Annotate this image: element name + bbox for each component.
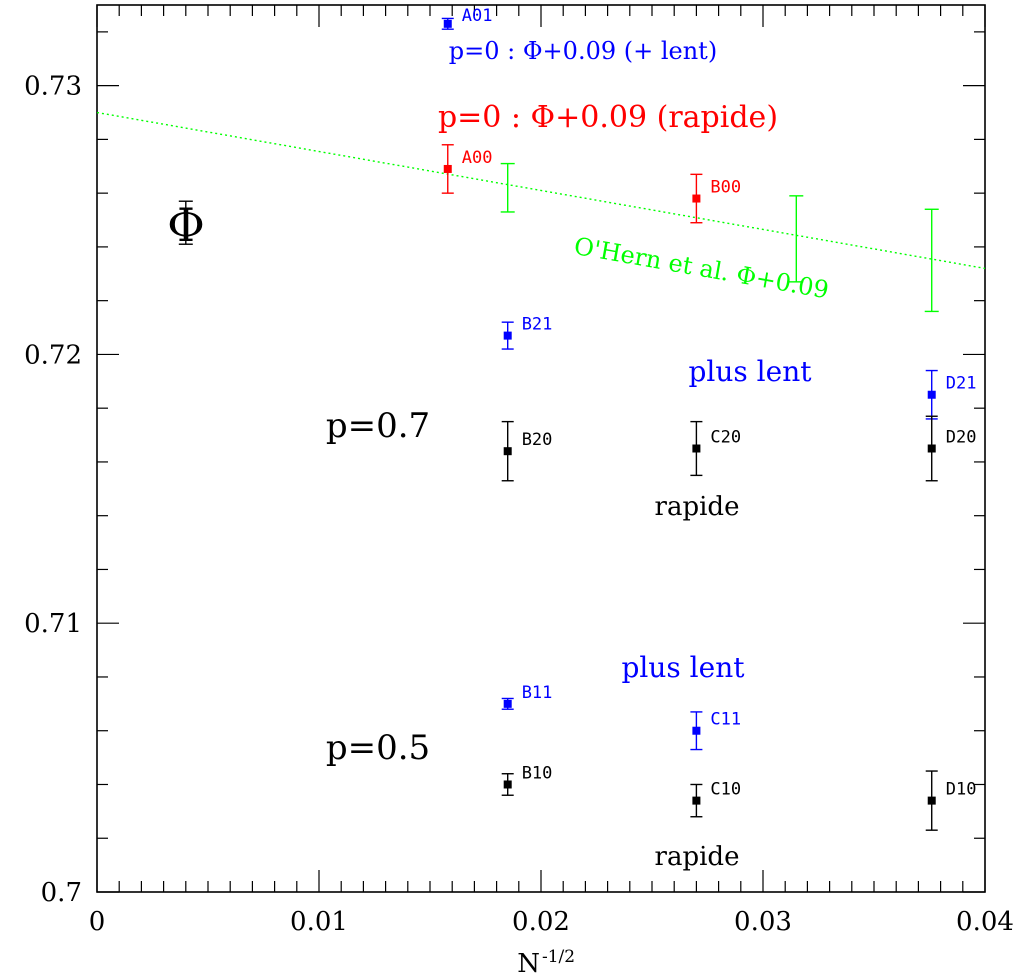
x-axis-label-exponent: -1/2 (542, 947, 575, 967)
point-label: B21 (522, 315, 553, 335)
phi-axis-marker (178, 200, 193, 245)
point-label: A00 (462, 148, 493, 168)
x-tick-label: 0.04 (956, 907, 1014, 937)
annotation-p07: p=0.7 (326, 406, 430, 446)
data-point (503, 699, 512, 708)
data-point (927, 390, 936, 399)
annotation-ohern: O'Hern et al. Φ+0.09 (572, 232, 831, 304)
x-tick-label: 0.03 (734, 907, 792, 937)
y-tick-label: 0.7 (41, 878, 82, 908)
data-point (692, 194, 701, 203)
data-point (443, 164, 452, 173)
data-point (503, 447, 512, 456)
annotation-p05: p=0.5 (326, 728, 430, 768)
point-label: B00 (710, 178, 741, 198)
data-point (692, 726, 701, 735)
x-tick-label: 0 (89, 907, 106, 937)
fit-line (96, 111, 986, 270)
x-axis-label-base: N (517, 949, 540, 979)
point-label: A01 (462, 6, 493, 26)
data-point (443, 19, 452, 28)
point-label: B11 (522, 683, 553, 703)
data-points: A01 A00 B00 B21 D21 B20 C20 D20 B11 C11 B10 C10 D10 (441, 6, 977, 831)
axis-tick-labels: 0 0.01 0.02 0.03 0.04 0.7 0.71 0.72 0.73 (24, 72, 1014, 937)
data-point (503, 780, 512, 789)
data-point (692, 444, 701, 453)
point-label: B20 (522, 430, 553, 450)
x-tick-label: 0.02 (512, 907, 570, 937)
point-label: C20 (710, 428, 741, 448)
x-axis-label: N (517, 949, 540, 979)
data-point (927, 796, 936, 805)
annotation-p0-fast: p=0 : Φ+0.09 (rapide) (438, 100, 778, 135)
ohern-fit-line (96, 111, 986, 270)
annotation-p0-slow: p=0 : Φ+0.09 (+ lent) (449, 37, 717, 65)
y-axis-label: Φ (167, 198, 205, 252)
x-tick-label: 0.01 (290, 907, 348, 937)
data-point (503, 331, 512, 340)
annotation-p05-fast: rapide (655, 842, 740, 872)
point-label: D20 (946, 428, 977, 448)
point-label: C10 (710, 780, 741, 800)
y-tick-label: 0.71 (24, 609, 82, 639)
point-label: B10 (522, 763, 553, 783)
data-point (927, 444, 936, 453)
data-point (692, 796, 701, 805)
annotation-p05-slow: plus lent (622, 651, 746, 684)
y-tick-label: 0.73 (24, 72, 82, 102)
ohern-errorbars (500, 162, 939, 313)
point-label: D21 (946, 374, 977, 394)
annotation-p07-slow: plus lent (689, 355, 813, 388)
annotation-p07-fast: rapide (655, 492, 740, 522)
axis-ticks (96, 5, 986, 893)
y-tick-label: 0.72 (24, 340, 82, 370)
point-label: C11 (710, 710, 741, 730)
point-label: D10 (946, 780, 977, 800)
annotations: p=0 : Φ+0.09 (+ lent) p=0 : Φ+0.09 (rapid… (326, 37, 831, 872)
